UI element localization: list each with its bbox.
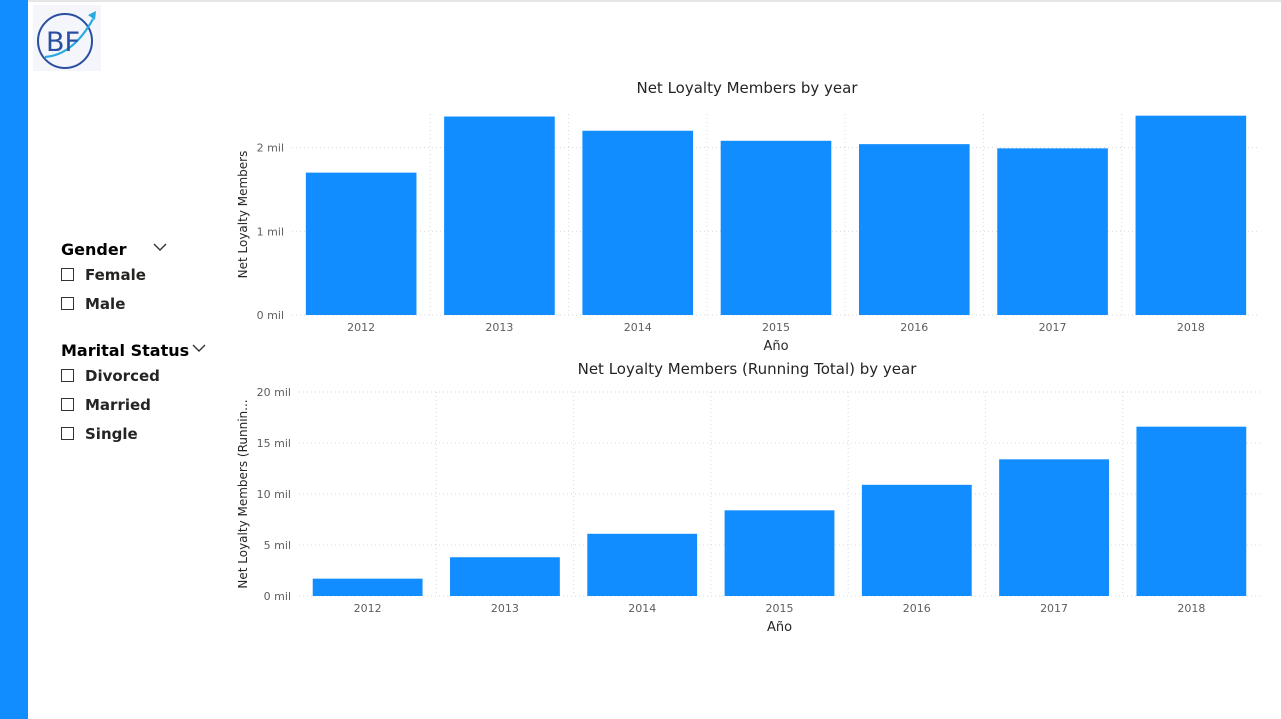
x-tick-label: 2017 — [1039, 321, 1067, 334]
logo-text: BF — [46, 27, 80, 58]
x-axis-label: Año — [763, 339, 788, 354]
marital-status-slicer: Marital Status Divorced Married Single — [61, 338, 221, 451]
bar-2015[interactable] — [720, 140, 832, 315]
x-tick-label: 2014 — [624, 321, 652, 334]
chevron-down-icon[interactable] — [152, 241, 168, 253]
checkbox-male[interactable] — [61, 297, 74, 310]
y-tick-label: 0 mil — [257, 309, 284, 322]
checkbox-married[interactable] — [61, 398, 74, 411]
chart-1-title: Net Loyalty Members by year — [636, 79, 858, 97]
y-axis-label: Net Loyalty Members — [236, 151, 250, 279]
x-tick-label: 2016 — [900, 321, 928, 334]
left-accent-bar — [0, 0, 28, 719]
y-tick-label: 20 mil — [257, 386, 291, 399]
y-tick-label: 15 mil — [257, 437, 291, 450]
marital-option-divorced[interactable]: Divorced — [61, 364, 221, 393]
x-tick-label: 2014 — [628, 602, 656, 615]
option-label: Male — [85, 295, 126, 313]
y-axis-label: Net Loyalty Members (Runnin... — [236, 399, 250, 588]
bar-2014[interactable] — [587, 533, 698, 596]
x-tick-label: 2012 — [347, 321, 375, 334]
gender-option-female[interactable]: Female — [61, 263, 221, 292]
x-tick-label: 2015 — [762, 321, 790, 334]
bar-2012[interactable] — [305, 172, 417, 315]
checkbox-single[interactable] — [61, 427, 74, 440]
x-tick-label: 2016 — [903, 602, 931, 615]
x-tick-label: 2018 — [1177, 602, 1205, 615]
marital-option-single[interactable]: Single — [61, 422, 221, 451]
option-label: Married — [85, 396, 151, 414]
x-tick-label: 2018 — [1177, 321, 1205, 334]
x-tick-label: 2013 — [491, 602, 519, 615]
bar-2016[interactable] — [861, 484, 972, 596]
bar-2017[interactable] — [999, 459, 1109, 596]
x-tick-label: 2015 — [766, 602, 794, 615]
chart-2-title: Net Loyalty Members (Running Total) by y… — [577, 360, 917, 378]
chart-1-net-loyalty-members: 0 mil 1 mil 2 mil 2012 2013 2014 2015 2016 2017 2… — [236, 114, 1260, 354]
x-tick-label: 2012 — [354, 602, 382, 615]
checkbox-female[interactable] — [61, 268, 74, 281]
option-label: Divorced — [85, 367, 160, 385]
gender-option-male[interactable]: Male — [61, 292, 221, 321]
bar-2013[interactable] — [450, 557, 560, 596]
chart-2-running-total: 0 mil 5 mil 10 mil 15 mil 20 mil 2012 2013 2014… — [236, 386, 1260, 635]
x-axis-label: Año — [767, 620, 792, 635]
marital-status-slicer-header: Marital Status — [61, 338, 221, 364]
option-label: Female — [85, 266, 146, 284]
bar-2012[interactable] — [312, 578, 423, 596]
bar-2018[interactable] — [1135, 115, 1247, 315]
top-divider — [28, 0, 1281, 2]
y-tick-label: 10 mil — [257, 488, 291, 501]
gender-slicer-header: Gender — [61, 237, 221, 263]
bar-2018[interactable] — [1136, 426, 1247, 596]
chevron-down-icon[interactable] — [191, 342, 207, 354]
marital-status-slicer-title: Marital Status — [61, 341, 190, 360]
x-tick-label: 2017 — [1040, 602, 1068, 615]
y-tick-label: 5 mil — [264, 539, 291, 552]
bar-2017[interactable] — [997, 148, 1108, 315]
gender-slicer: Gender Female Male — [61, 237, 221, 321]
bar-2016[interactable] — [858, 144, 970, 315]
y-tick-label: 2 mil — [257, 142, 284, 155]
brand-logo: BF — [33, 5, 101, 71]
gender-slicer-title: Gender — [61, 240, 127, 259]
y-tick-label: 1 mil — [257, 225, 284, 238]
x-tick-label: 2013 — [485, 321, 513, 334]
option-label: Single — [85, 425, 138, 443]
marital-option-married[interactable]: Married — [61, 393, 221, 422]
bar-2014[interactable] — [582, 130, 694, 315]
y-tick-label: 0 mil — [264, 590, 291, 603]
bar-2015[interactable] — [724, 510, 835, 596]
checkbox-divorced[interactable] — [61, 369, 74, 382]
bar-2013[interactable] — [444, 116, 555, 315]
